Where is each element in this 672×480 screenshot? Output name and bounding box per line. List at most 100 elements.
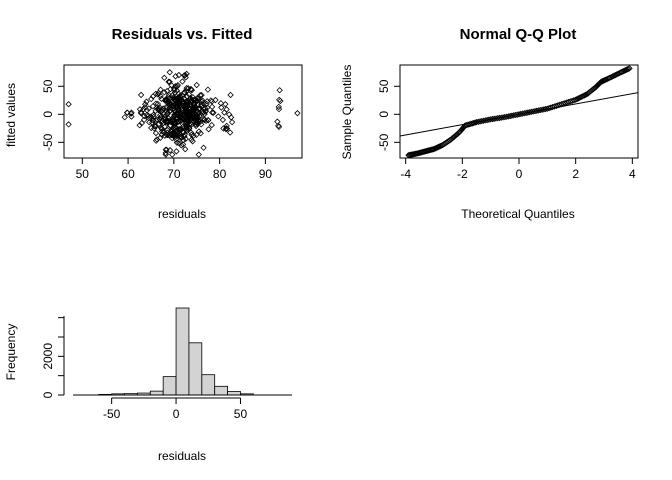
data-point bbox=[478, 117, 485, 125]
data-point bbox=[167, 122, 174, 129]
data-point bbox=[482, 117, 489, 124]
data-point bbox=[123, 109, 131, 116]
data-point bbox=[151, 125, 158, 132]
histogram-bar bbox=[227, 391, 241, 396]
data-point bbox=[196, 118, 204, 125]
data-point bbox=[136, 122, 143, 129]
histogram-bar bbox=[175, 307, 190, 396]
y-tick-label: 2000 bbox=[41, 343, 55, 370]
data-point bbox=[165, 78, 172, 85]
data-point bbox=[168, 117, 176, 124]
data-point bbox=[149, 93, 157, 100]
data-point bbox=[505, 113, 512, 120]
data-point bbox=[533, 107, 540, 114]
data-point bbox=[519, 110, 526, 117]
data-point bbox=[276, 96, 283, 104]
data-point bbox=[180, 103, 188, 110]
data-point bbox=[530, 108, 537, 115]
data-point bbox=[161, 74, 168, 81]
histogram-bar bbox=[214, 385, 228, 396]
data-point bbox=[191, 102, 198, 109]
data-point bbox=[162, 151, 169, 158]
data-point bbox=[187, 120, 194, 127]
data-point bbox=[514, 111, 521, 118]
data-point bbox=[607, 74, 615, 81]
data-point bbox=[188, 97, 195, 104]
data-point bbox=[187, 101, 194, 108]
data-point bbox=[171, 86, 178, 94]
data-point bbox=[274, 118, 281, 125]
data-point bbox=[171, 85, 178, 92]
data-point bbox=[227, 114, 235, 121]
data-point bbox=[166, 105, 173, 112]
data-point bbox=[150, 111, 157, 119]
normal-qq-panel: Normal Q-Q Plot Theoretical Quantiles Sa… bbox=[340, 26, 639, 221]
data-point bbox=[165, 115, 172, 122]
data-point bbox=[180, 137, 187, 144]
data-point bbox=[128, 113, 135, 120]
y-tick-label: 0 bbox=[41, 391, 55, 398]
data-point bbox=[201, 105, 209, 112]
data-point bbox=[615, 70, 622, 77]
data-point bbox=[178, 142, 185, 149]
data-point bbox=[526, 109, 533, 116]
data-point bbox=[522, 109, 530, 117]
data-point bbox=[576, 94, 584, 101]
data-point bbox=[165, 132, 173, 139]
data-point bbox=[157, 134, 164, 141]
data-point bbox=[226, 129, 234, 136]
data-point bbox=[624, 66, 631, 73]
data-point bbox=[294, 110, 301, 117]
data-point bbox=[175, 71, 183, 79]
data-point bbox=[540, 106, 547, 113]
data-point bbox=[531, 107, 539, 115]
data-point bbox=[197, 130, 204, 137]
data-point bbox=[195, 114, 202, 121]
data-point bbox=[470, 119, 477, 127]
data-point bbox=[156, 115, 164, 123]
data-point bbox=[166, 100, 174, 108]
data-point bbox=[609, 73, 616, 80]
data-point bbox=[575, 95, 582, 102]
data-point bbox=[476, 118, 484, 125]
histogram-bar bbox=[188, 342, 203, 396]
data-point bbox=[184, 100, 191, 108]
data-point bbox=[521, 110, 528, 117]
x-axis: -50 0 50 bbox=[103, 397, 248, 421]
data-point bbox=[151, 123, 158, 130]
data-point bbox=[155, 104, 162, 112]
data-point bbox=[146, 119, 153, 126]
data-point bbox=[128, 109, 135, 116]
data-point bbox=[428, 146, 436, 153]
histogram-bar bbox=[162, 376, 177, 396]
data-point bbox=[196, 109, 203, 117]
y-axis-label: Frequency bbox=[4, 324, 18, 381]
data-point bbox=[181, 72, 188, 79]
x-tick-label: 80 bbox=[213, 167, 227, 181]
data-point bbox=[168, 101, 175, 108]
y-tick-label: -50 bbox=[41, 133, 55, 151]
data-point bbox=[196, 112, 204, 120]
data-point bbox=[172, 131, 179, 139]
data-point bbox=[172, 73, 179, 80]
data-point bbox=[208, 121, 215, 129]
data-point bbox=[572, 96, 579, 103]
x-tick-label: 70 bbox=[167, 167, 181, 181]
data-point bbox=[141, 116, 148, 123]
data-point bbox=[166, 78, 173, 86]
y-axis-label: Sample Quantiles bbox=[340, 65, 354, 160]
x-axis: 50 60 70 80 90 bbox=[76, 157, 272, 181]
data-point bbox=[179, 129, 187, 136]
data-point bbox=[483, 116, 491, 124]
data-point bbox=[174, 94, 181, 102]
data-point bbox=[138, 119, 145, 127]
data-point bbox=[172, 133, 179, 141]
data-point bbox=[158, 113, 165, 120]
data-point bbox=[524, 109, 532, 116]
data-point bbox=[173, 148, 180, 155]
point-layer bbox=[399, 65, 639, 159]
x-tick-label: 50 bbox=[234, 407, 248, 421]
data-point bbox=[184, 116, 191, 123]
data-point bbox=[158, 131, 165, 138]
